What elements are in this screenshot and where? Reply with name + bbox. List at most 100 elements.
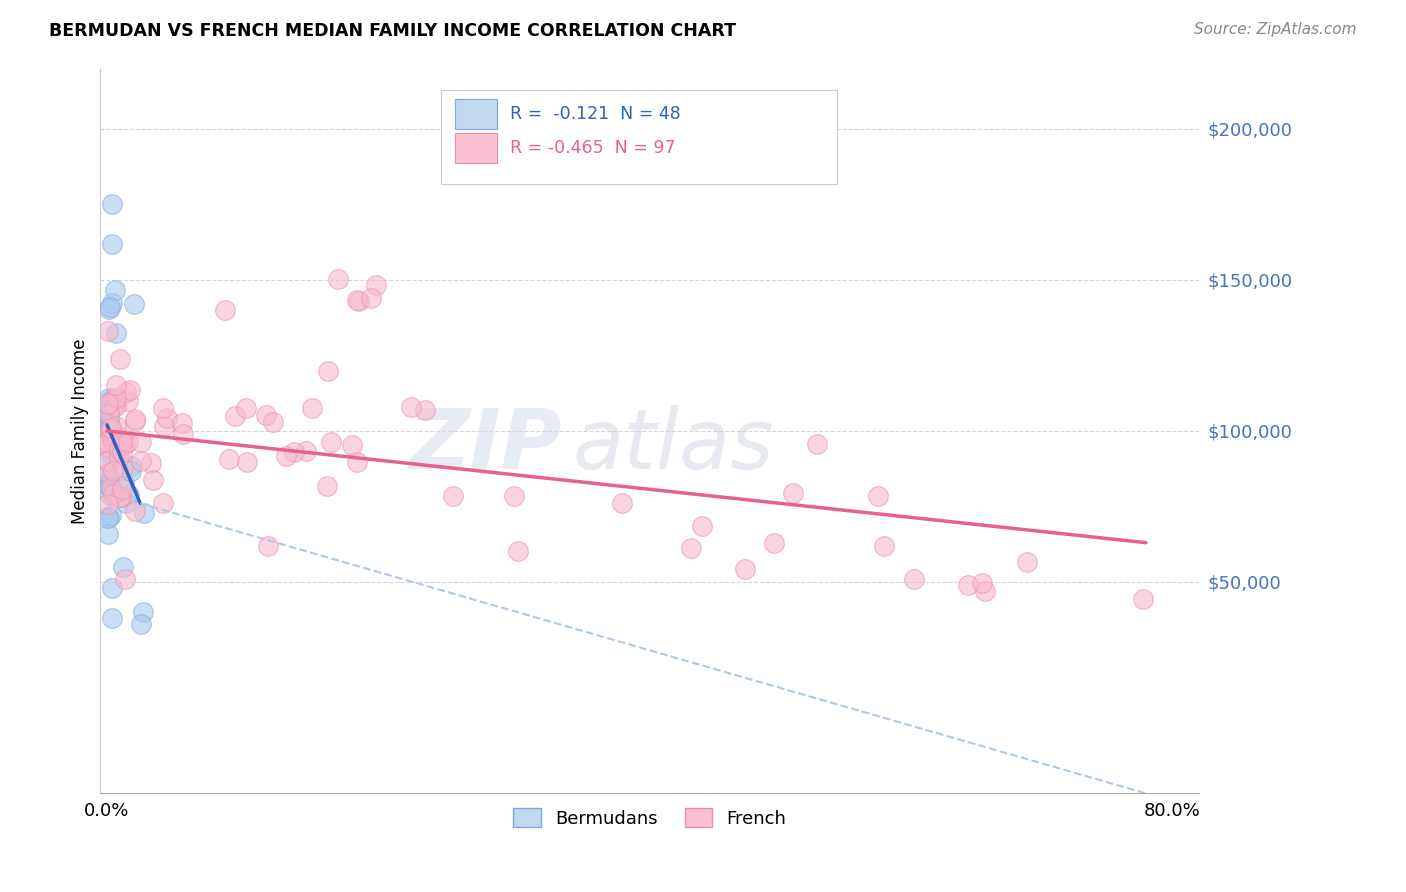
Point	[218, 451, 240, 466]
Point	[112, 460, 135, 475]
Point	[100, 430, 122, 444]
Point	[111, 445, 134, 459]
Point	[129, 617, 152, 632]
Point	[110, 430, 132, 444]
Legend: Bermudans, French: Bermudans, French	[506, 801, 793, 835]
Point	[972, 575, 994, 590]
Point	[441, 489, 464, 503]
Point	[903, 572, 925, 586]
Point	[103, 464, 125, 478]
Point	[156, 410, 179, 425]
Point	[105, 434, 128, 449]
Point	[170, 416, 193, 430]
Point	[316, 479, 339, 493]
Point	[100, 481, 122, 495]
Point	[97, 397, 120, 411]
Point	[129, 434, 152, 449]
Point	[316, 363, 339, 377]
Point	[326, 272, 349, 286]
Point	[806, 437, 828, 451]
Point	[236, 455, 259, 469]
Point	[97, 391, 120, 405]
Point	[506, 543, 529, 558]
Point	[1015, 555, 1038, 569]
Point	[97, 454, 120, 468]
Text: atlas: atlas	[572, 405, 775, 486]
Point	[108, 490, 131, 504]
Point	[152, 401, 174, 416]
Point	[100, 611, 122, 625]
Point	[346, 293, 368, 308]
Point	[107, 442, 129, 456]
Point	[114, 572, 136, 586]
Point	[115, 385, 138, 400]
Point	[956, 578, 979, 592]
Point	[100, 424, 122, 438]
Text: R = -0.465  N = 97: R = -0.465 N = 97	[510, 139, 676, 157]
Point	[97, 408, 120, 422]
Point	[153, 418, 176, 433]
Bar	[456, 133, 496, 163]
FancyBboxPatch shape	[441, 90, 837, 185]
Point	[98, 488, 121, 502]
Point	[868, 489, 890, 503]
Point	[120, 383, 142, 397]
Point	[111, 482, 134, 496]
Point	[101, 448, 124, 462]
Point	[1132, 591, 1154, 606]
Point	[224, 409, 246, 424]
Point	[214, 302, 236, 317]
Point	[97, 414, 120, 428]
Point	[110, 440, 132, 454]
Point	[112, 475, 135, 490]
Point	[98, 418, 121, 433]
Point	[364, 277, 387, 292]
Point	[257, 539, 280, 553]
Point	[100, 421, 122, 435]
Point	[974, 583, 997, 598]
Text: R =  -0.121  N = 48: R = -0.121 N = 48	[510, 105, 681, 123]
Point	[98, 510, 121, 524]
Point	[502, 489, 524, 503]
Point	[98, 474, 121, 488]
Point	[103, 398, 125, 412]
Point	[97, 452, 120, 467]
Point	[97, 403, 120, 417]
Point	[97, 466, 120, 480]
Point	[100, 508, 122, 522]
Point	[100, 197, 122, 211]
Point	[782, 485, 804, 500]
Point	[98, 479, 121, 493]
Point	[111, 434, 134, 449]
Point	[104, 326, 127, 340]
Point	[124, 414, 146, 428]
Point	[98, 301, 121, 316]
Point	[262, 415, 284, 429]
Point	[301, 401, 323, 416]
Point	[104, 429, 127, 443]
Point	[98, 395, 121, 409]
Point	[142, 473, 165, 487]
Point	[103, 434, 125, 448]
Point	[283, 444, 305, 458]
Point	[114, 437, 136, 451]
Point	[97, 440, 120, 454]
Point	[413, 403, 436, 417]
Point	[100, 428, 122, 442]
Point	[235, 401, 257, 416]
Point	[110, 490, 132, 504]
Point	[117, 394, 139, 409]
Point	[108, 352, 131, 367]
Point	[117, 435, 139, 450]
Point	[103, 284, 125, 298]
Point	[124, 504, 146, 518]
Point	[274, 449, 297, 463]
Point	[107, 450, 129, 465]
Point	[118, 488, 141, 502]
Point	[97, 435, 120, 450]
Point	[152, 496, 174, 510]
Point	[98, 412, 121, 426]
Text: ZIP: ZIP	[409, 405, 562, 486]
Point	[139, 456, 162, 470]
Point	[97, 511, 120, 525]
